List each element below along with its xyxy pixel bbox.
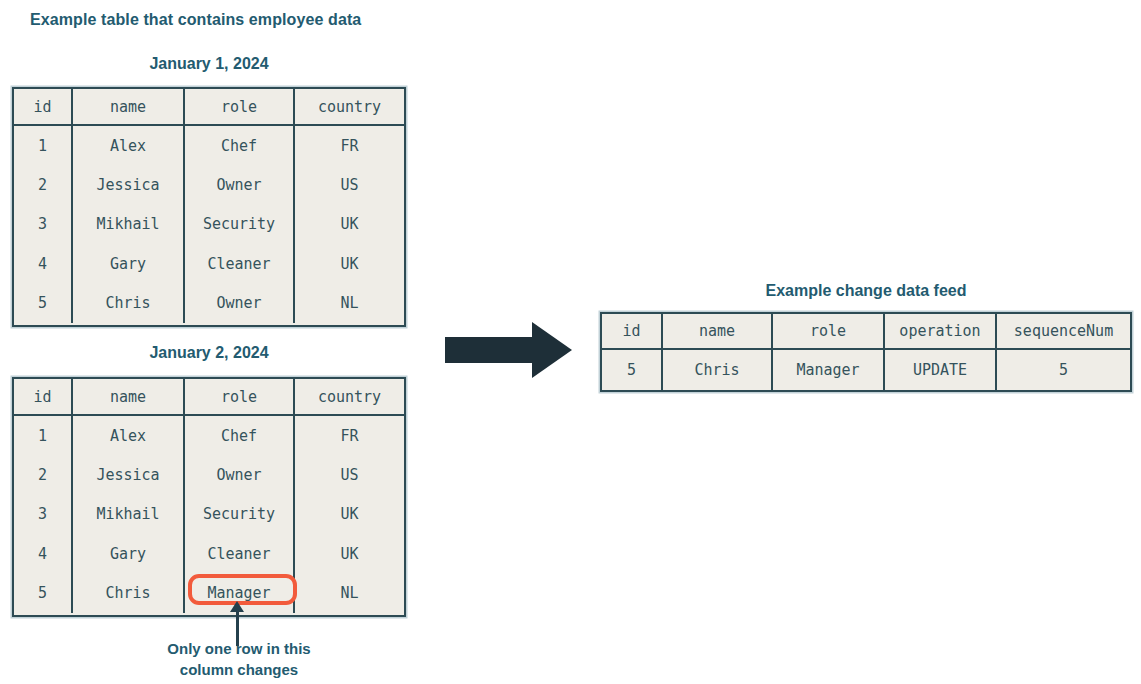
table-cell: Chef xyxy=(185,416,295,455)
table-cell: Manager xyxy=(773,350,885,390)
table-cell: US xyxy=(295,165,404,204)
column-header: country xyxy=(295,379,404,416)
jan1-table: id name role country 1 Alex Chef FR 2 Je… xyxy=(12,87,406,327)
table-cell: NL xyxy=(295,284,404,323)
table-cell: 4 xyxy=(14,244,73,283)
column-header: operation xyxy=(885,314,997,350)
table-cell: Owner xyxy=(185,284,295,323)
table-cell: UK xyxy=(295,244,404,283)
callout-caption: Only one row in this column changes xyxy=(98,638,380,680)
table-cell: Mikhail xyxy=(73,495,185,534)
table-cell: Security xyxy=(185,495,295,534)
table-cell: Security xyxy=(185,205,295,244)
jan2-table: id name role country 1 Alex Chef FR 2 Je… xyxy=(12,377,406,617)
table-cell: Cleaner xyxy=(185,244,295,283)
flow-right-arrow-icon xyxy=(445,337,533,363)
table-cell: FR xyxy=(295,416,404,455)
jan2-table-title: January 2, 2024 xyxy=(12,344,406,362)
table-cell: 1 xyxy=(14,416,73,455)
table-cell: Chris xyxy=(73,284,185,323)
table-cell: Chris xyxy=(73,574,185,613)
column-header: name xyxy=(663,314,773,350)
column-header: country xyxy=(295,89,404,126)
table-cell: Owner xyxy=(185,165,295,204)
table-cell: US xyxy=(295,455,404,494)
column-header: id xyxy=(14,89,73,126)
table-cell: Chef xyxy=(185,126,295,165)
flow-right-arrow-head xyxy=(532,322,572,378)
table-cell: Alex xyxy=(73,416,185,455)
table-cell: 4 xyxy=(14,534,73,573)
table-cell: 5 xyxy=(997,350,1130,390)
table-cell: 5 xyxy=(14,574,73,613)
feed-table-title: Example change data feed xyxy=(600,282,1132,300)
table-cell: Jessica xyxy=(73,165,185,204)
table-cell: UK xyxy=(295,205,404,244)
table-cell: 3 xyxy=(14,205,73,244)
callout-caption-line2: column changes xyxy=(98,659,380,680)
table-cell: 5 xyxy=(14,284,73,323)
table-cell: FR xyxy=(295,126,404,165)
table-cell: Gary xyxy=(73,244,185,283)
column-header: name xyxy=(73,379,185,416)
column-header: sequenceNum xyxy=(997,314,1130,350)
jan1-table-title: January 1, 2024 xyxy=(12,55,406,73)
table-cell: 2 xyxy=(14,455,73,494)
table-cell: Cleaner xyxy=(185,534,295,573)
table-cell: Chris xyxy=(663,350,773,390)
table-cell: 2 xyxy=(14,165,73,204)
column-header: id xyxy=(14,379,73,416)
table-cell: Mikhail xyxy=(73,205,185,244)
callout-caption-line1: Only one row in this xyxy=(98,638,380,659)
column-header: role xyxy=(773,314,885,350)
column-header: name xyxy=(73,89,185,126)
table-cell: Gary xyxy=(73,534,185,573)
column-header: role xyxy=(185,89,295,126)
table-cell: UPDATE xyxy=(885,350,997,390)
table-cell: 5 xyxy=(602,350,663,390)
column-header: id xyxy=(602,314,663,350)
table-cell: Alex xyxy=(73,126,185,165)
table-cell: UK xyxy=(295,495,404,534)
table-cell: Owner xyxy=(185,455,295,494)
table-cell: 3 xyxy=(14,495,73,534)
change-data-feed-table: id name role operation sequenceNum 5 Chr… xyxy=(600,312,1132,392)
table-cell: NL xyxy=(295,574,404,613)
column-header: role xyxy=(185,379,295,416)
table-cell: Jessica xyxy=(73,455,185,494)
main-heading: Example table that contains employee dat… xyxy=(30,11,361,29)
table-cell: UK xyxy=(295,534,404,573)
table-cell: 1 xyxy=(14,126,73,165)
